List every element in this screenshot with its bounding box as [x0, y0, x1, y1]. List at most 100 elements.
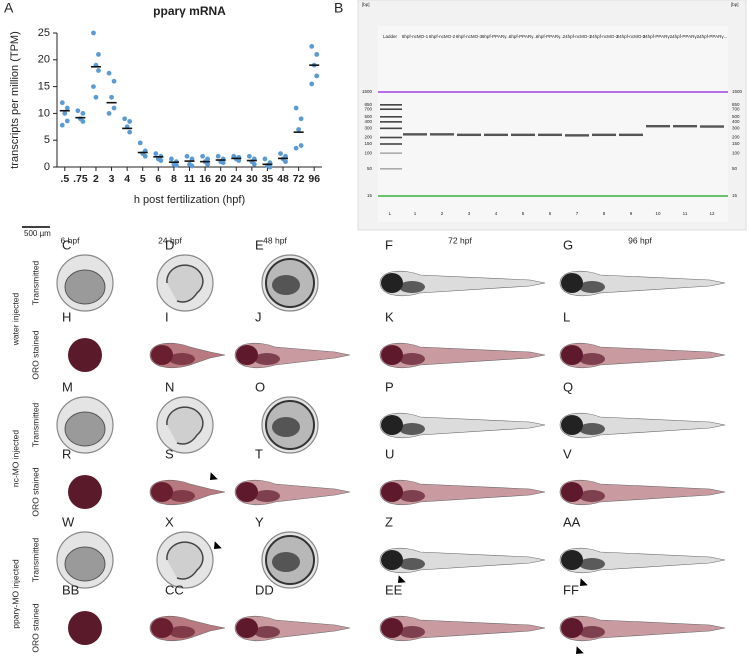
gel-band — [592, 133, 616, 137]
lane-number: 8 — [603, 211, 606, 216]
ladder-band — [380, 127, 402, 130]
oro-embryo — [68, 611, 102, 645]
x-tick-label: 5 — [140, 173, 146, 185]
head — [151, 618, 173, 638]
yolk — [169, 626, 195, 638]
panel-letter: L — [563, 309, 570, 324]
gel-band — [538, 133, 562, 137]
data-point — [184, 153, 190, 159]
panel-letter: A — [4, 0, 14, 16]
arrowhead — [576, 646, 584, 654]
x-tick-label: 96 — [308, 173, 320, 185]
lane-header: 24hpf-PPARγ... — [697, 34, 728, 39]
panel-letter: T — [255, 446, 263, 461]
head — [561, 345, 583, 365]
yolk — [272, 275, 300, 295]
y-tick-label: 10 — [38, 107, 50, 119]
bp-label-right: 850 — [732, 102, 740, 107]
head — [381, 482, 403, 502]
data-point — [215, 153, 221, 159]
gel-band — [700, 125, 724, 128]
x-tick-label: 4 — [124, 173, 130, 185]
panel-letter: Y — [255, 514, 264, 529]
head — [561, 550, 583, 570]
panel-letter: W — [62, 514, 75, 529]
lane-number: 5 — [522, 211, 525, 216]
panel-letter: CC — [165, 582, 184, 597]
gel-band — [511, 133, 535, 137]
panel-letter: N — [165, 379, 174, 394]
data-point — [298, 116, 304, 122]
head — [236, 618, 258, 638]
group-label: pparγ-MO injected — [10, 559, 20, 629]
head — [381, 618, 403, 638]
data-point — [189, 163, 195, 169]
embryo — [166, 541, 204, 580]
data-point — [106, 111, 112, 116]
data-point — [158, 158, 164, 163]
column-header: 6 hpf — [61, 235, 81, 245]
data-point — [62, 111, 68, 116]
yolk — [579, 423, 605, 435]
bp-label-right: 15 — [732, 193, 738, 198]
data-point — [309, 81, 315, 87]
x-tick-label: 6 — [155, 173, 161, 185]
row-label: Transmitted — [30, 537, 40, 582]
row-label: Transmitted — [30, 260, 40, 305]
ladder-band — [380, 143, 402, 145]
y-tick-label: 25 — [38, 27, 50, 39]
yolk — [169, 353, 195, 365]
gel-band — [403, 133, 427, 136]
chart-title: pparγ mRNA — [153, 4, 226, 18]
x-tick-label: 20 — [215, 173, 227, 185]
data-point — [142, 153, 148, 159]
lane-number: 10 — [655, 211, 661, 216]
ladder-band — [380, 116, 402, 118]
gel-band — [565, 134, 589, 137]
data-point — [200, 153, 205, 159]
yolk — [272, 552, 300, 572]
column-header: 48 hpf — [263, 235, 287, 245]
gel-band — [430, 133, 454, 136]
lane-header: 6hpf-ncMO-2 — [429, 34, 456, 39]
data-point — [314, 52, 320, 57]
bp-label-left: 300 — [364, 126, 372, 131]
yolk — [579, 353, 605, 365]
head — [236, 482, 258, 502]
column-header: 72 hpf — [448, 235, 472, 245]
gel-band — [673, 124, 697, 128]
panel-letter: AA — [563, 514, 581, 529]
bp-label-right: 1500 — [732, 89, 743, 94]
panel-letter: O — [255, 379, 265, 394]
panel-letter: M — [62, 379, 73, 394]
panel-letter: Z — [385, 514, 393, 529]
panel-letter: B — [334, 0, 343, 16]
data-point — [109, 94, 114, 100]
panel-letter: D — [165, 237, 174, 252]
panel-letter: I — [165, 309, 169, 324]
data-point — [59, 100, 65, 106]
yolk — [272, 417, 300, 437]
yolk — [579, 490, 605, 502]
arrowhead — [580, 578, 588, 586]
bp-label-left: 50 — [367, 166, 373, 171]
data-point — [309, 44, 315, 49]
lane-number: 3 — [468, 211, 471, 216]
row-label: Transmitted — [30, 402, 40, 447]
head — [381, 415, 403, 435]
x-tick-label: 24 — [230, 173, 242, 185]
bp-label-left: 700 — [364, 106, 372, 111]
oro-embryo — [68, 338, 102, 372]
panel-letter: X — [165, 514, 174, 529]
yolk — [399, 490, 425, 502]
data-point — [122, 116, 128, 122]
data-point — [296, 127, 302, 132]
data-point — [137, 140, 143, 146]
data-point — [80, 119, 86, 124]
lane-header: 24hpf-PPARγ... — [643, 34, 674, 39]
bp-label-left: 150 — [364, 141, 372, 146]
ladder-band — [380, 104, 402, 106]
unit-left: [bp] — [362, 2, 370, 7]
head — [236, 345, 258, 365]
